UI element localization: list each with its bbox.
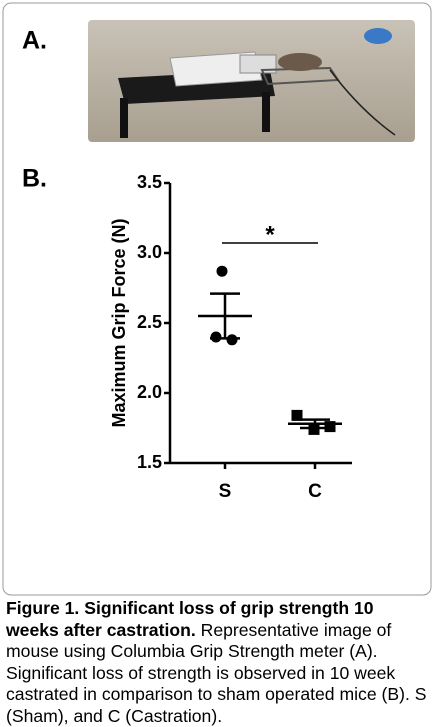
point xyxy=(308,423,320,435)
caption: Figure 1. Significant loss of grip stren… xyxy=(6,598,430,727)
figure-panels: A. B. Maximum Grip Force (N) 1.5 2.0 2.5 3.… xyxy=(2,2,432,596)
error-bar xyxy=(210,292,240,340)
photo xyxy=(88,20,415,142)
error-bar xyxy=(300,418,330,430)
x-tick-label: S xyxy=(219,481,232,502)
y-axis-title: Maximum Grip Force (N) xyxy=(109,218,129,427)
point xyxy=(210,331,222,343)
frame xyxy=(2,2,432,596)
y-tick-label: 3.5 xyxy=(137,172,162,192)
significance-label: * xyxy=(265,221,275,248)
caption-title: Figure 1. Significant loss of grip stren… xyxy=(6,598,374,640)
y-tick-label: 1.5 xyxy=(137,452,162,472)
x-tick-label: C xyxy=(308,481,322,502)
point xyxy=(216,265,228,277)
point xyxy=(226,334,238,346)
panel-label: A. xyxy=(22,27,47,55)
panel-label: B. xyxy=(22,165,47,193)
y-tick-label: 2.0 xyxy=(137,382,162,402)
y-tick-label: 2.5 xyxy=(137,312,162,332)
point xyxy=(291,409,303,421)
y-tick-label: 3.0 xyxy=(137,242,162,262)
point xyxy=(324,421,336,433)
